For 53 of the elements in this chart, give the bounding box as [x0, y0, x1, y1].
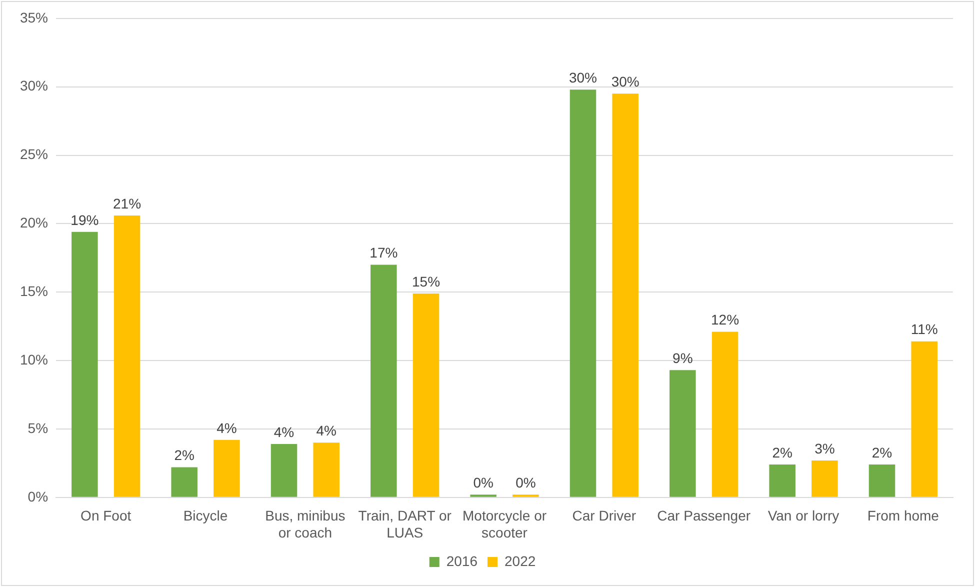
bar [670, 370, 696, 497]
bar [72, 232, 98, 497]
data-label: 3% [814, 440, 835, 456]
bar [868, 464, 896, 497]
bar [769, 464, 796, 497]
x-tick-label: Bus, minibus or coach [265, 508, 346, 540]
bar [214, 440, 240, 497]
data-label: 2% [772, 444, 792, 460]
x-tick-label: Motorcycle or scooter [462, 508, 547, 540]
bar [114, 215, 140, 497]
x-tick-label: On Foot [80, 508, 132, 524]
legend-label: 2016 [446, 552, 478, 569]
bar [712, 332, 738, 497]
y-tick-label: 30% [20, 78, 48, 94]
data-label: 0% [516, 474, 536, 491]
data-label: 4% [216, 420, 237, 436]
data-label: 2% [872, 444, 892, 460]
bar [270, 444, 298, 497]
x-tick-label: Bicycle [183, 508, 228, 524]
y-tick-label: 10% [20, 351, 48, 368]
bar [911, 341, 938, 497]
data-label: 12% [711, 312, 740, 328]
data-label: 0% [473, 474, 494, 491]
y-tick-label: 15% [20, 282, 48, 299]
y-tick-label: 20% [20, 214, 48, 231]
x-tick-label: Car Passenger [657, 508, 751, 524]
data-label: 21% [113, 195, 142, 212]
bar [171, 467, 198, 497]
y-tick-label: 0% [28, 488, 48, 504]
x-tick-label: Car Driver [572, 508, 636, 524]
bar [812, 460, 838, 497]
bar [412, 293, 440, 497]
bar [313, 442, 340, 497]
data-label: 2% [174, 447, 194, 464]
x-tick-label: Van or lorry [768, 508, 840, 524]
bar [612, 94, 638, 497]
y-tick-label: 5% [28, 420, 48, 436]
data-label: 11% [910, 321, 938, 338]
data-label: 19% [70, 212, 99, 228]
bar [570, 90, 596, 497]
data-label: 15% [412, 273, 440, 290]
bar [370, 264, 397, 497]
data-label: 17% [370, 244, 398, 261]
data-label: 4% [316, 422, 336, 439]
legend-label: 2022 [504, 552, 536, 569]
y-tick-label: 35% [20, 9, 48, 26]
x-tick-label: Train, DART or LUAS [358, 508, 452, 540]
x-tick-label: From home [867, 508, 940, 524]
data-label: 30% [568, 69, 598, 86]
data-label: 30% [611, 74, 640, 90]
data-label: 4% [274, 424, 294, 440]
y-tick-label: 25% [20, 146, 48, 162]
data-label: 9% [672, 350, 693, 366]
